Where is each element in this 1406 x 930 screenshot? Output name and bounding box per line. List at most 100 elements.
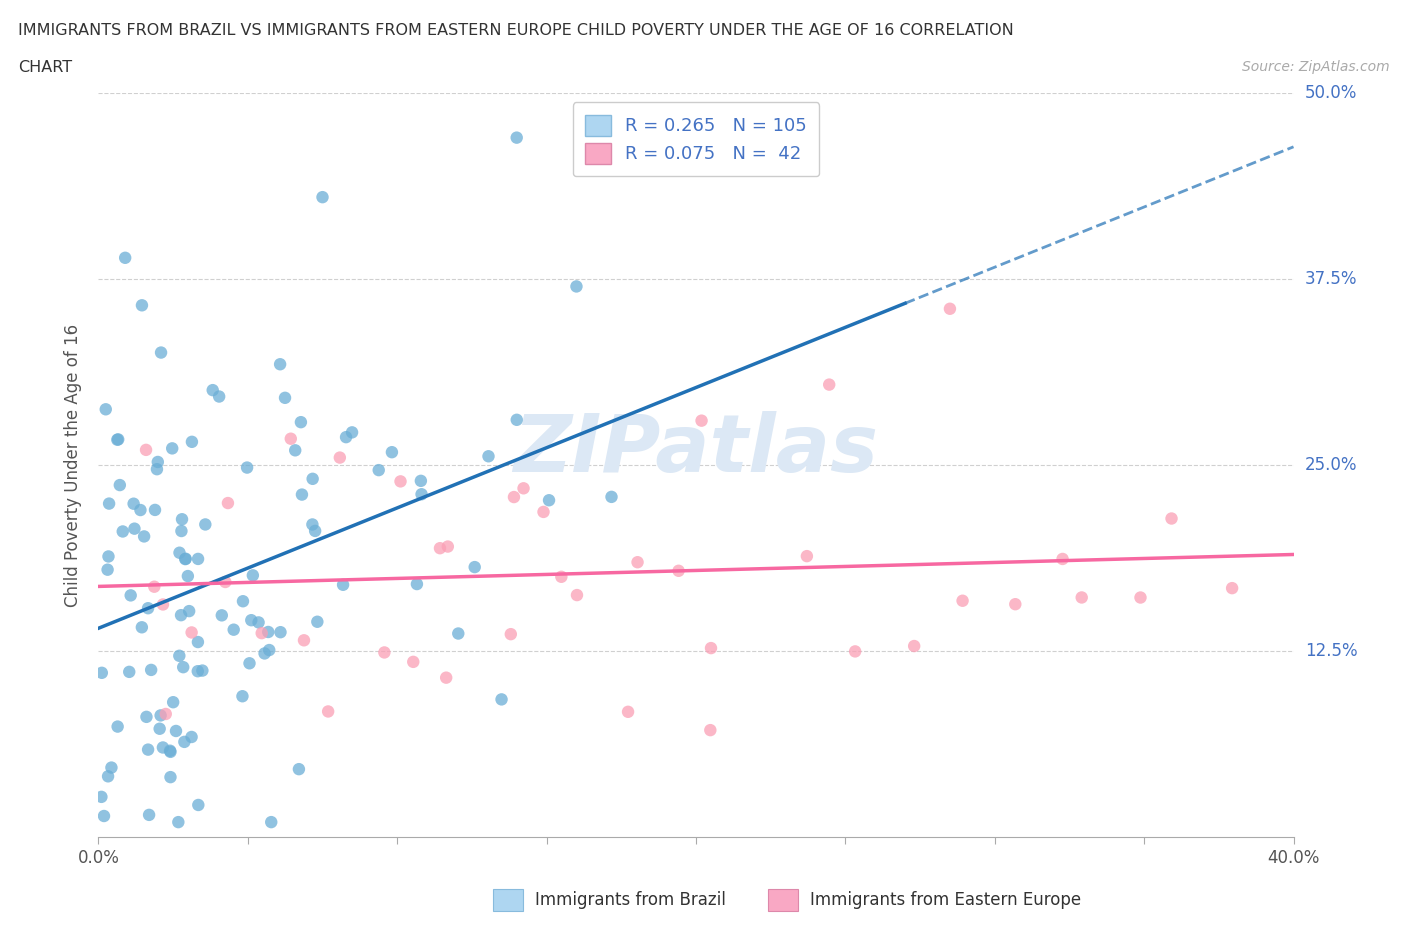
Point: [160, 441, 183, 456]
Point: [411, 486, 433, 501]
Point: [292, 632, 315, 647]
Point: [600, 489, 623, 504]
Point: [180, 434, 202, 449]
Point: [340, 425, 363, 440]
Point: [626, 555, 648, 570]
Point: [1052, 551, 1074, 566]
Point: [149, 708, 172, 723]
Point: [131, 620, 153, 635]
Point: [141, 662, 163, 677]
Point: [135, 710, 157, 724]
Point: [550, 569, 572, 584]
Point: [97, 549, 120, 564]
Point: [179, 604, 201, 618]
Point: [152, 597, 174, 612]
Point: [135, 443, 157, 458]
Point: [122, 497, 145, 512]
Point: [217, 496, 239, 511]
Point: [381, 445, 404, 459]
Point: [211, 608, 233, 623]
Point: [434, 671, 457, 685]
Point: [304, 524, 326, 538]
Text: IMMIGRANTS FROM BRAZIL VS IMMIGRANTS FROM EASTERN EUROPE CHILD POVERTY UNDER THE: IMMIGRANTS FROM BRAZIL VS IMMIGRANTS FRO…: [18, 23, 1014, 38]
Point: [1129, 590, 1152, 604]
Point: [1220, 580, 1243, 595]
Point: [389, 474, 412, 489]
Point: [173, 735, 195, 750]
Point: [491, 692, 513, 707]
Point: [1004, 597, 1026, 612]
Point: [284, 443, 307, 458]
Point: [129, 502, 152, 517]
Point: [699, 723, 721, 737]
Point: [187, 634, 209, 649]
Point: [93, 808, 115, 823]
Point: [503, 489, 526, 504]
Point: [274, 391, 297, 405]
Point: [939, 301, 962, 316]
Point: [240, 613, 263, 628]
Point: [257, 625, 280, 640]
Point: [169, 545, 191, 560]
Point: [844, 644, 866, 658]
Point: [668, 564, 690, 578]
Point: [97, 769, 120, 784]
Point: [301, 472, 323, 486]
Point: [201, 382, 224, 397]
Text: 50.0%: 50.0%: [1305, 84, 1357, 102]
FancyBboxPatch shape: [768, 889, 797, 911]
Text: 37.5%: 37.5%: [1305, 270, 1357, 288]
Point: [499, 627, 522, 642]
Point: [402, 655, 425, 670]
Point: [90, 790, 112, 804]
Point: [231, 689, 253, 704]
Point: [250, 626, 273, 641]
Point: [143, 579, 166, 594]
Point: [253, 646, 276, 661]
Text: Source: ZipAtlas.com: Source: ZipAtlas.com: [1241, 60, 1389, 74]
Point: [952, 593, 974, 608]
Point: [90, 665, 112, 680]
Point: [214, 575, 236, 590]
Point: [316, 704, 339, 719]
Point: [301, 517, 323, 532]
Point: [409, 473, 432, 488]
Point: [187, 551, 209, 566]
Point: [169, 648, 191, 663]
Point: [165, 724, 187, 738]
Point: [537, 493, 560, 508]
Point: [533, 504, 555, 519]
Point: [155, 707, 177, 722]
Point: [131, 298, 153, 312]
Point: [307, 615, 329, 630]
Text: Immigrants from Brazil: Immigrants from Brazil: [534, 891, 725, 910]
Point: [238, 656, 260, 671]
Point: [406, 577, 429, 591]
Point: [818, 378, 841, 392]
Point: [464, 560, 486, 575]
Point: [222, 622, 245, 637]
Point: [291, 487, 314, 502]
Point: [180, 729, 202, 744]
Point: [477, 449, 499, 464]
Point: [269, 625, 291, 640]
Point: [136, 742, 159, 757]
Point: [170, 607, 193, 622]
Point: [565, 588, 588, 603]
Point: [124, 521, 146, 536]
FancyBboxPatch shape: [494, 889, 523, 911]
Point: [136, 601, 159, 616]
Point: [105, 432, 128, 447]
Point: [118, 664, 141, 679]
Point: [162, 695, 184, 710]
Point: [191, 663, 214, 678]
Point: [290, 415, 312, 430]
Point: [146, 455, 169, 470]
Point: [260, 815, 283, 830]
Point: [94, 402, 117, 417]
Point: [108, 478, 131, 493]
Text: ZIPatlas: ZIPatlas: [513, 411, 879, 489]
Point: [170, 512, 193, 526]
Point: [134, 529, 156, 544]
Point: [690, 413, 713, 428]
